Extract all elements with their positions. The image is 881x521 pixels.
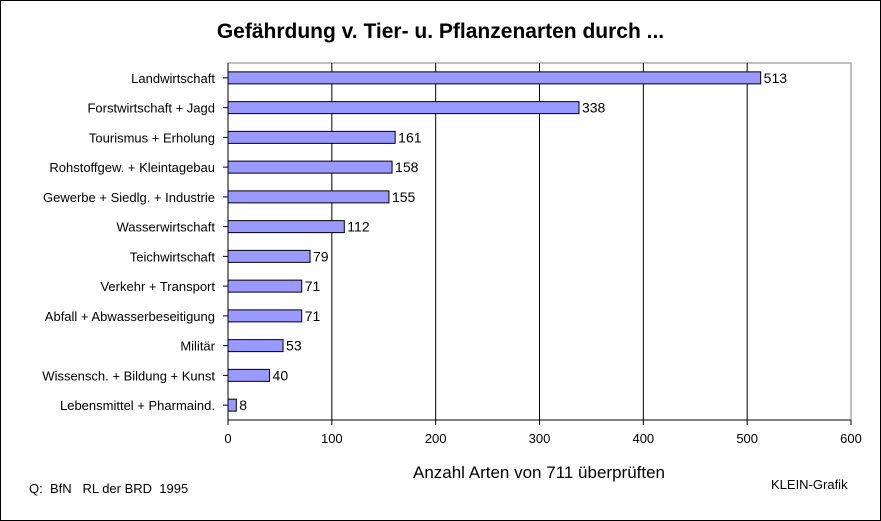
bar-value-label: 513 [764, 70, 788, 86]
chart-title: Gefährdung v. Tier- u. Pflanzenarten dur… [216, 20, 665, 43]
bar [227, 101, 580, 115]
category-label: Abfall + Abwasserbeseitigung [45, 309, 215, 324]
bar-value-label: 161 [398, 129, 422, 145]
x-axis-label: Anzahl Arten von 711 überprüften [413, 463, 665, 482]
category-label: Militär [180, 339, 215, 354]
credit-note: KLEIN-Grafik [771, 477, 848, 492]
x-tick-label: 500 [736, 431, 758, 446]
bar [227, 130, 396, 144]
category-label: Lebensmittel + Pharmaind. [60, 398, 215, 413]
x-tick-label: 100 [321, 431, 343, 446]
x-tick-label: 200 [425, 431, 447, 446]
x-tick-label: 400 [632, 431, 654, 446]
bar-value-label: 338 [582, 100, 606, 116]
bar [227, 279, 303, 293]
x-tick-label: 0 [224, 431, 231, 446]
category-label: Rohstoffgew. + Kleintagebau [49, 160, 215, 175]
bar-value-label: 71 [305, 278, 321, 294]
bar-value-label: 71 [305, 308, 321, 324]
bar-value-label: 8 [239, 397, 247, 413]
bar-value-label: 53 [286, 338, 302, 354]
bar-value-label: 40 [273, 367, 289, 383]
category-labels: Landwirtschaft Forstwirtschaft + Jagd Tour… [42, 71, 228, 413]
bar [227, 249, 311, 263]
bar [227, 368, 271, 382]
category-label: Gewerbe + Siedlg. + Industrie [43, 190, 215, 205]
x-tick-label: 600 [840, 431, 862, 446]
bar-value-label: 155 [392, 189, 416, 205]
x-axis-ticks: 0 100 200 300 400 500 600 [224, 420, 862, 446]
bar [227, 339, 284, 353]
category-label: Landwirtschaft [131, 71, 215, 86]
category-label: Wasserwirtschaft [117, 220, 216, 235]
category-label: Tourismus + Erholung [89, 130, 215, 145]
bar [227, 220, 345, 234]
bar-value-label: 79 [313, 248, 329, 264]
bar [227, 160, 393, 174]
bars [227, 71, 762, 412]
bar-value-label: 112 [347, 219, 370, 235]
bar [227, 71, 762, 85]
bar [227, 309, 303, 323]
x-tick-label: 300 [529, 431, 551, 446]
category-label: Verkehr + Transport [100, 279, 215, 294]
bar [227, 398, 237, 412]
source-note: Q: BfN RL der BRD 1995 [29, 481, 189, 496]
category-label: Teichwirtschaft [130, 249, 216, 264]
bar-value-label: 158 [395, 159, 419, 175]
category-label: Wissensch. + Bildung + Kunst [42, 368, 215, 383]
bar [227, 190, 390, 204]
category-label: Forstwirtschaft + Jagd [87, 101, 215, 116]
